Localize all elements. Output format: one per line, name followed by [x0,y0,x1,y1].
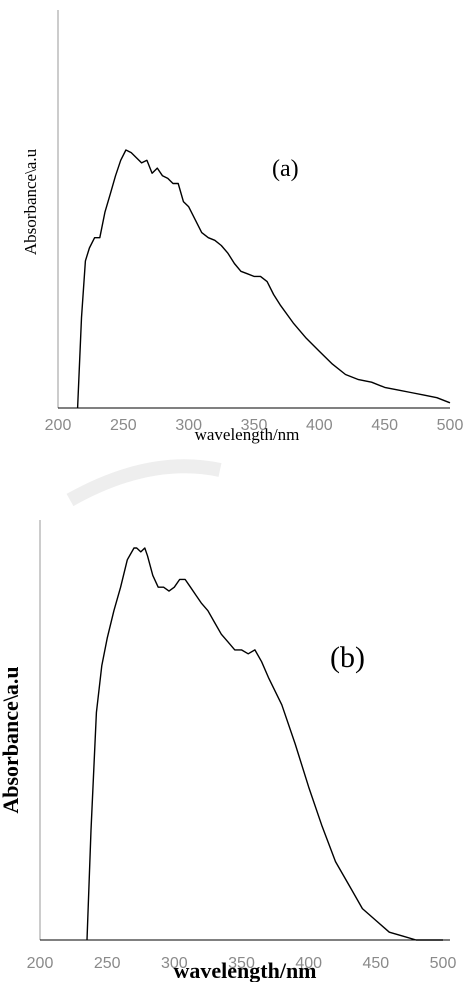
panel-label-a: (a) [272,156,299,182]
watermark-arc [66,459,222,507]
series-line-b [86,547,443,941]
chart-panel-b: 200 250 300 350 400 450 500 wavelength/nm Abso… [0,520,456,982]
x-tick-label-b-0: 200 [27,955,54,972]
x-tick-label-a-4: 400 [306,417,333,434]
y-axis-label-a: Absorbance\a.u [21,148,40,255]
panel-label-b: (b) [330,641,365,674]
x-axis-label-a: wavelength/nm [195,425,300,444]
x-tick-label-b-3: 350 [228,955,255,972]
x-tick-label-a-0: 200 [45,417,72,434]
x-axis-label-b: wavelength/nm [174,958,317,982]
chart-panel-a: 200 250 300 350 400 450 500 wavelength/nm Abso… [21,10,463,444]
x-tick-label-a-5: 450 [371,417,398,434]
x-tick-label-a-2: 300 [175,417,202,434]
x-tick-label-a-1: 250 [110,417,137,434]
x-tick-label-b-1: 250 [94,955,121,972]
y-axis-label-b: Absorbance\a.u [0,666,23,813]
x-tick-label-a-3: 350 [241,417,268,434]
x-tick-label-b-4: 400 [295,955,322,972]
x-tick-label-b-5: 450 [362,955,389,972]
x-tick-labels-b: 200 250 300 350 400 450 500 [27,955,457,972]
x-tick-label-b-2: 300 [161,955,188,972]
x-tick-label-a-6: 500 [437,417,464,434]
x-tick-label-b-6: 500 [430,955,457,972]
series-line-a [76,149,451,409]
x-tick-labels-a: 200 250 300 350 400 450 500 [45,417,464,434]
